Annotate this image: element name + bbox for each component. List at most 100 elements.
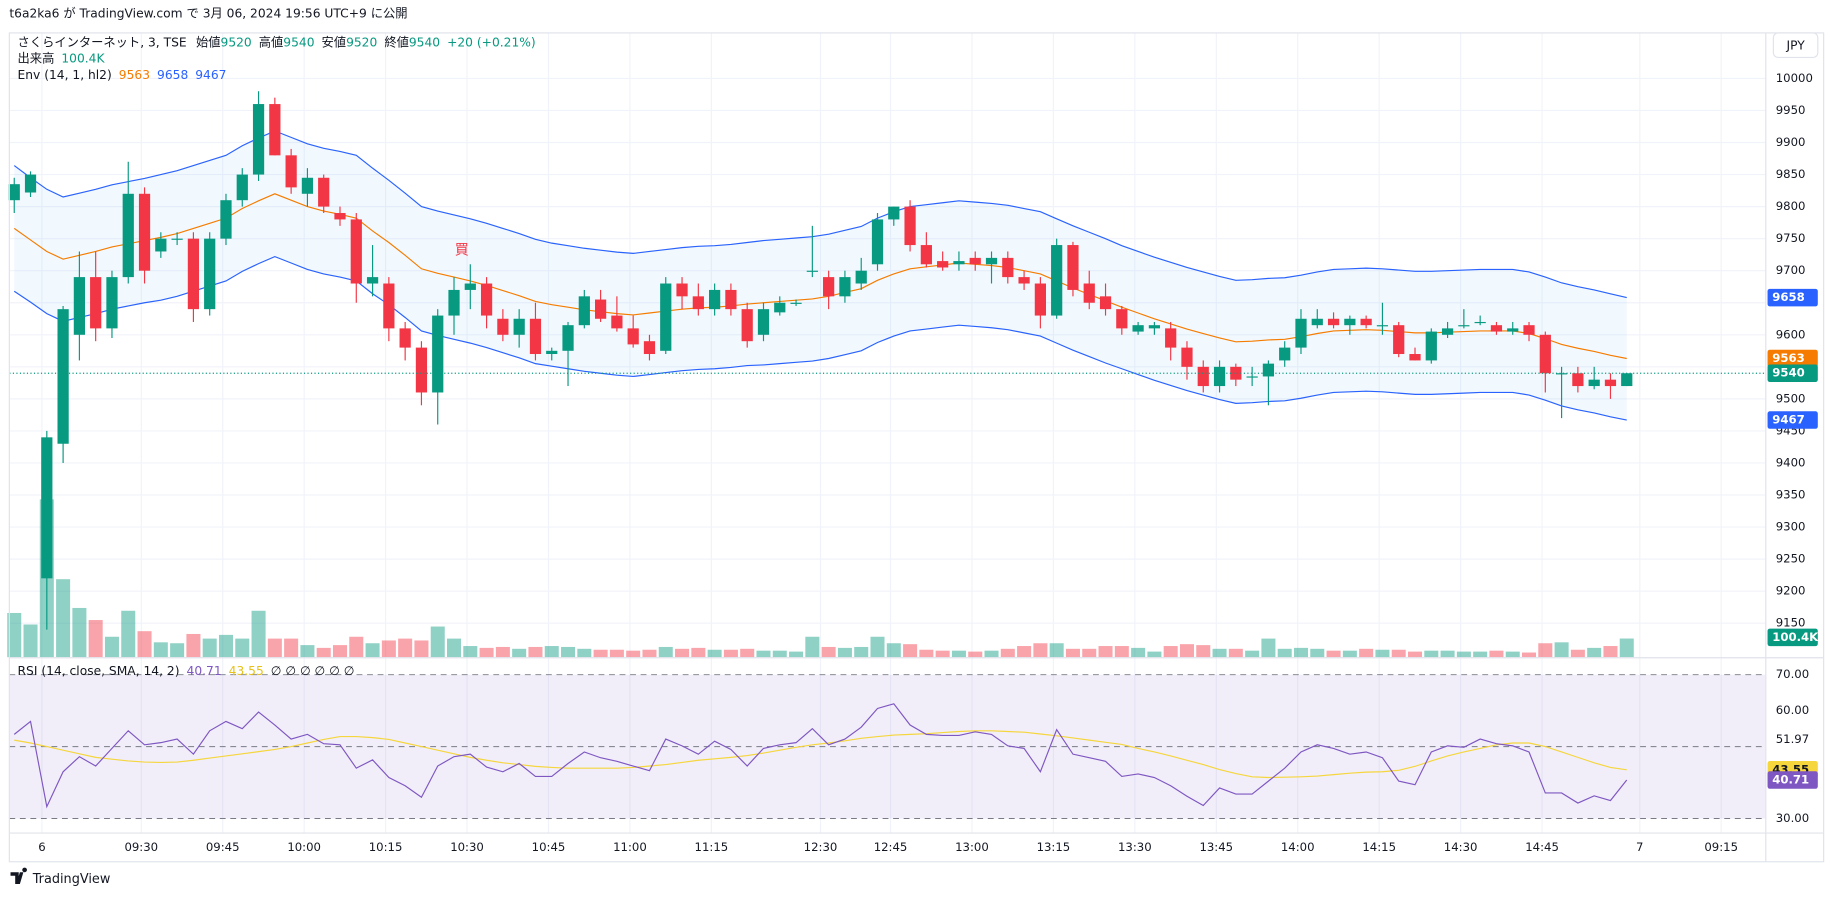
- rsi-sma-value: 43.55: [229, 664, 264, 678]
- volume-bar: [1407, 651, 1423, 658]
- volume-bar: [430, 626, 445, 658]
- candle-body: [546, 350, 558, 355]
- candle-body: [660, 283, 672, 351]
- volume-bar: [691, 647, 706, 658]
- volume-bar: [447, 638, 462, 658]
- candle-body: [1523, 325, 1535, 335]
- candle-body: [1230, 366, 1242, 380]
- rsi-value: 40.71: [187, 664, 222, 678]
- price-badge: [1767, 628, 1818, 647]
- volume-bar: [1342, 650, 1357, 658]
- volume-bar: [23, 624, 38, 658]
- x-tick-label: 09:45: [206, 840, 240, 854]
- price-badge: [1767, 411, 1818, 429]
- volume-bar: [1424, 650, 1439, 658]
- volume-bar: [1538, 643, 1553, 658]
- candle-body: [432, 315, 444, 393]
- volume-bar: [1261, 638, 1276, 658]
- volume-bar: [218, 634, 233, 658]
- volume-bar: [886, 643, 901, 658]
- candle-body: [1474, 321, 1486, 324]
- volume-bar: [1522, 652, 1537, 658]
- y-tick-label: 9400: [1776, 455, 1806, 469]
- volume-bar: [1603, 646, 1618, 658]
- x-tick-label: 11:00: [613, 840, 647, 854]
- volume-bar: [495, 646, 510, 658]
- candle-body: [1197, 366, 1209, 387]
- candle-body: [1132, 325, 1144, 332]
- volume-bar: [1179, 644, 1194, 658]
- candle-body: [1116, 309, 1128, 329]
- candle-body: [497, 318, 509, 335]
- rsi-sma-line: [14, 730, 1627, 779]
- volume-bar: [919, 649, 934, 658]
- volume-bar: [707, 649, 722, 658]
- volume-bar: [740, 648, 755, 658]
- volume-value: 100.4K: [61, 51, 105, 65]
- candle-body: [1441, 328, 1454, 335]
- volume-bar: [300, 645, 315, 658]
- price-badge-label: 100.4K: [1772, 630, 1819, 644]
- y-tick-label: 9850: [1776, 167, 1806, 181]
- open-label: 始値: [196, 34, 221, 49]
- volume-bar: [1114, 646, 1129, 658]
- rsi-tick-label: 30.00: [1776, 811, 1809, 825]
- volume-bar: [1554, 642, 1569, 658]
- candle-body: [1425, 331, 1437, 361]
- volume-bar: [104, 636, 119, 658]
- candle-body: [806, 270, 818, 272]
- candle-body: [741, 309, 753, 342]
- candle-body: [578, 296, 590, 326]
- candle-body: [643, 341, 656, 355]
- y-tick-label: 9200: [1776, 584, 1806, 598]
- x-tick-label: 12:45: [874, 840, 908, 854]
- currency-label[interactable]: JPY: [1785, 38, 1805, 52]
- candle-body: [480, 283, 493, 316]
- candle-body: [1539, 334, 1551, 374]
- volume-bar: [414, 640, 429, 658]
- volume-bar: [1489, 650, 1504, 658]
- volume-bar: [984, 650, 999, 658]
- volume-bar: [1017, 646, 1032, 658]
- price-badge-label: 40.71: [1772, 772, 1809, 786]
- x-tick-label: 14:45: [1525, 840, 1559, 854]
- candle-body: [204, 238, 216, 310]
- volume-bar: [1098, 646, 1113, 658]
- candle-body: [529, 318, 542, 355]
- candle-body: [823, 277, 835, 297]
- volume-bar: [332, 645, 348, 658]
- candle-body: [1002, 257, 1014, 278]
- grid: [9, 32, 1766, 833]
- envelope-upper: [13, 130, 1627, 299]
- env-lower-value: 9467: [195, 68, 226, 82]
- x-tick-label: 13:15: [1037, 840, 1071, 854]
- candle-body: [1604, 379, 1617, 387]
- chart-border: [8, 32, 1825, 863]
- candle-body: [334, 213, 346, 220]
- candle-body: [1213, 366, 1226, 387]
- candle-body: [448, 289, 460, 316]
- x-tick-label: 13:30: [1118, 840, 1152, 854]
- volume-bar: [153, 642, 168, 658]
- candle-body: [855, 270, 867, 284]
- close-label: 終値: [384, 34, 409, 49]
- volume-bar: [398, 638, 413, 658]
- candle-body: [73, 277, 86, 335]
- y-tick-label: 10000: [1776, 71, 1813, 85]
- volume-bar: [121, 610, 136, 658]
- candle-body: [1360, 318, 1372, 326]
- candle-body: [937, 261, 949, 268]
- volume-bar: [202, 638, 217, 658]
- high-label: 高値: [259, 34, 284, 49]
- volume-bar: [56, 579, 71, 658]
- candle-body: [236, 174, 248, 201]
- currency-button[interactable]: [1772, 32, 1819, 59]
- volume-bar: [1440, 650, 1455, 658]
- candle-body: [1327, 318, 1340, 326]
- volume-bar: [235, 638, 250, 658]
- volume-bar: [1163, 646, 1178, 658]
- candle-body: [888, 206, 900, 220]
- volume-bar: [870, 636, 885, 658]
- volume-bar: [626, 650, 641, 658]
- volume-bar: [186, 633, 201, 658]
